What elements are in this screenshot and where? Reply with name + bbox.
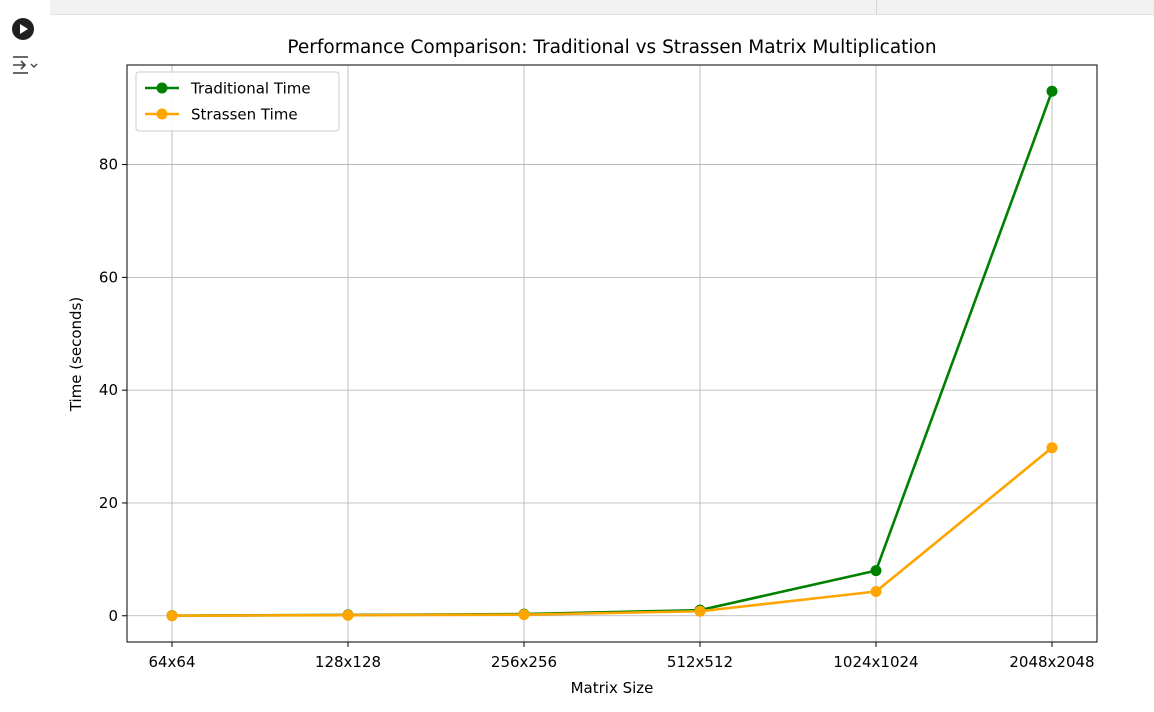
toolbar-strip [50, 0, 1154, 15]
y-axis-label: Time (seconds) [67, 297, 85, 413]
grid-lines [127, 65, 1097, 642]
legend-label: Strassen Time [191, 106, 298, 124]
y-tick-label: 0 [108, 607, 118, 625]
play-triangle [20, 24, 28, 34]
x-tick-label: 512x512 [667, 653, 733, 671]
legend-label: Traditional Time [190, 80, 311, 98]
data-point [1046, 85, 1058, 97]
legend-swatch-marker [156, 108, 168, 120]
data-point [870, 565, 882, 577]
data-point [342, 609, 354, 621]
tick-layer: 64x64 128x128 256x256 512x512 1024x1024 2048x… [99, 156, 1095, 671]
legend-swatch-marker [156, 82, 168, 94]
legend-box [135, 71, 340, 132]
series-layer [166, 85, 1058, 622]
play-circle-icon[interactable] [12, 18, 34, 40]
y-tick-label: 40 [99, 381, 118, 399]
data-point [166, 610, 178, 622]
chart-title: Performance Comparison: Traditional vs S… [287, 37, 936, 58]
x-tick-label: 2048x2048 [1009, 653, 1094, 671]
data-point [694, 605, 706, 617]
x-axis-label: Matrix Size [571, 679, 654, 697]
toolbar-divider [876, 0, 877, 14]
x-tick-label: 1024x1024 [833, 653, 918, 671]
data-point [1046, 442, 1058, 454]
y-tick-label: 80 [99, 156, 118, 174]
series-line [171, 90, 1054, 617]
output-expand-icon[interactable] [11, 54, 39, 76]
x-tick-label: 256x256 [491, 653, 557, 671]
legend: Traditional Time Strassen Time [135, 71, 340, 132]
y-tick-label: 20 [99, 494, 118, 512]
series-line [171, 446, 1053, 618]
axes-frame [126, 64, 1098, 643]
x-tick-label: 128x128 [315, 653, 381, 671]
x-tick-label: 64x64 [148, 653, 195, 671]
y-tick-label: 60 [99, 268, 118, 286]
data-point [518, 609, 530, 621]
data-point [870, 586, 882, 598]
